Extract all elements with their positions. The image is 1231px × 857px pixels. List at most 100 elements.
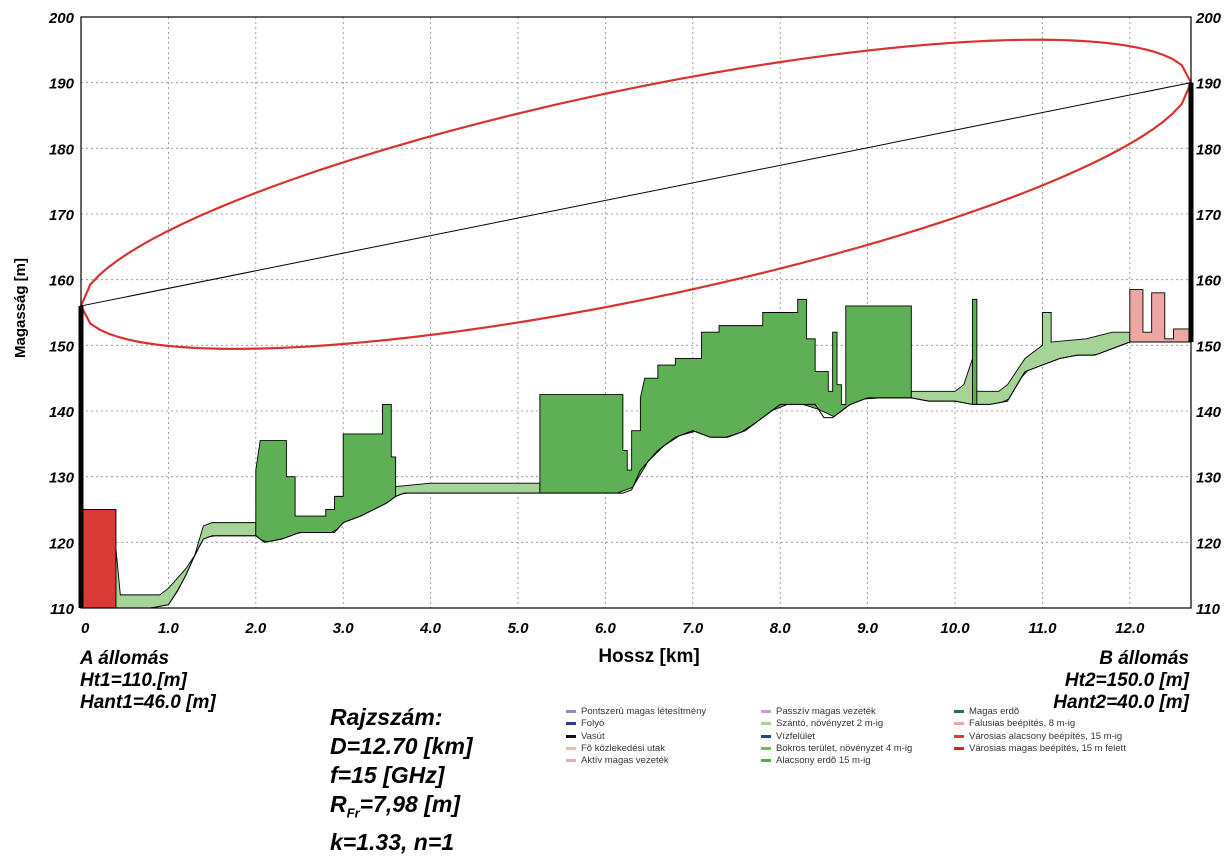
y-tick-label-right-1: 120 <box>1196 535 1222 552</box>
legend-swatch <box>954 722 964 726</box>
legend-label: Városias magas beépítés, 15 m felett <box>969 742 1126 754</box>
x-tick-label-7: 7.0 <box>682 620 704 637</box>
legend-item: Vízfelület <box>761 731 815 742</box>
legend-item: Pontszerû magas létesítmény <box>566 706 706 717</box>
legend-label: Bokros terület, növényzet 4 m-ig <box>776 742 913 754</box>
fresnel-symbol: R <box>330 791 347 817</box>
legend-item: Magas erdõ <box>954 706 1019 717</box>
line-of-sight <box>80 82 1192 307</box>
grid-lines <box>81 17 1191 608</box>
legend-item: Fõ közlekedési utak <box>566 743 665 754</box>
params-distance: D=12.70 [km] <box>330 733 473 759</box>
legend-swatch <box>761 746 771 750</box>
link-parameters: Rajzszám: D=12.70 [km] f=15 [GHz] RFr=7,… <box>330 703 473 857</box>
y-tick-label-right-6: 170 <box>1196 207 1222 224</box>
x-tick-label-5: 5.0 <box>508 620 530 637</box>
legend-item: Alacsony erdõ 15 m-ig <box>761 755 871 766</box>
clutter-forest-4 <box>539 298 912 494</box>
x-tick-label-8: 8.0 <box>770 620 792 637</box>
legend-label: Folyó <box>581 718 605 730</box>
y-tick-label-right-8: 190 <box>1196 76 1222 93</box>
antenna-mast-b <box>1188 82 1194 343</box>
clutter-field-7 <box>976 312 1131 405</box>
legend-swatch <box>761 722 771 726</box>
legend-label: Magas erdõ <box>969 706 1020 717</box>
station-a-height: Ht1=110.[m] <box>80 670 187 691</box>
station-a-name: A állomás <box>80 648 170 669</box>
y-tick-label-left-4: 150 <box>49 338 75 355</box>
y-tick-label-left-0: 110 <box>50 601 75 618</box>
clutter-urban-0 <box>80 342 117 609</box>
clutter-forest-2 <box>255 403 397 543</box>
legend-item: Vasút <box>566 731 605 742</box>
x-tick-label-0: 0 <box>81 620 90 637</box>
station-b-info: B állomás Ht2=150.0 [m] Hant2=40.0 [m] <box>1053 648 1189 714</box>
legend-swatch <box>566 710 576 713</box>
legend-item: Folyó <box>566 718 604 729</box>
fresnel-value: =7,98 [m] <box>359 791 460 817</box>
legend-label: Vízfelület <box>776 730 816 742</box>
y-axis-title: Magasság [m] <box>12 258 29 358</box>
clutter-field-5 <box>910 358 973 405</box>
station-a-antenna-height: Hant1=46.0 [m] <box>80 692 216 713</box>
legend-label: Pontszerû magas létesítmény <box>581 706 707 717</box>
station-b-height: Ht2=150.0 [m] <box>1064 670 1189 691</box>
y-tick-label-left-5: 160 <box>49 273 75 290</box>
legend-label: Vasút <box>581 730 605 742</box>
params-title: Rajzszám: <box>330 704 443 730</box>
legend-label: Alacsony erdõ 15 m-ig <box>776 755 871 767</box>
y-tick-label-right-7: 180 <box>1196 141 1222 158</box>
legend-label: Passzív magas vezeték <box>776 706 876 717</box>
legend-swatch <box>954 746 964 750</box>
x-tick-label-12: 12.0 <box>1115 620 1145 637</box>
y-tick-label-right-2: 130 <box>1196 470 1222 487</box>
x-tick-label-1: 1.0 <box>158 620 180 637</box>
station-a-info: A állomás Ht1=110.[m] Hant1=46.0 [m] <box>80 648 216 714</box>
legend-swatch <box>566 734 576 738</box>
x-tick-label-10: 10.0 <box>940 620 970 637</box>
y-tick-labels-left: 110 120 130 140 150 160 170 180 190 200 <box>48 10 75 618</box>
x-tick-labels: 0 1.0 2.0 3.0 4.0 5.0 6.0 7.0 8.0 9.0 10.0 11.0 12.0 <box>81 620 1145 637</box>
legend-swatch <box>761 710 771 713</box>
y-tick-label-right-4: 150 <box>1196 338 1222 355</box>
params-fresnel-radius: RFr=7,98 [m] <box>330 790 473 828</box>
station-b-antenna-height: Hant2=40.0 [m] <box>1053 692 1189 713</box>
legend-swatch <box>761 759 771 763</box>
x-tick-label-9: 9.0 <box>857 620 879 637</box>
plot-frame <box>80 16 1192 609</box>
terrain-profile <box>81 341 1192 609</box>
legend-item: Városias alacsony beépítés, 15 m-ig <box>954 731 1122 742</box>
y-tick-label-left-8: 190 <box>49 76 75 93</box>
station-b-name: B állomás <box>1099 648 1189 669</box>
legend-item: Aktív magas vezeték <box>566 755 669 766</box>
y-tick-label-left-1: 120 <box>49 535 75 552</box>
legend-item: Passzív magas vezeték <box>761 706 876 717</box>
y-tick-label-left-6: 170 <box>49 207 75 224</box>
params-frequency: f=15 [GHz] <box>330 762 445 788</box>
clutter-village-8 <box>1129 289 1192 343</box>
x-tick-label-6: 6.0 <box>595 620 617 637</box>
y-tick-label-right-0: 110 <box>1196 601 1221 618</box>
y-tick-label-right-9: 200 <box>1195 10 1222 27</box>
legend-swatch <box>761 734 771 738</box>
clutter-layers <box>80 289 1192 609</box>
legend-swatch <box>954 710 964 713</box>
legend-swatch <box>566 746 576 750</box>
clutter-field-3 <box>395 482 541 498</box>
antenna-mast-a <box>78 305 84 608</box>
legend-item: Városias magas beépítés, 15 m felett <box>954 743 1126 754</box>
legend-item: Bokros terület, növényzet 4 m-ig <box>761 743 912 754</box>
y-tick-label-left-9: 200 <box>48 10 75 27</box>
legend-label: Városias alacsony beépítés, 15 m-ig <box>969 730 1123 742</box>
x-tick-label-2: 2.0 <box>244 620 267 637</box>
x-tick-label-4: 4.0 <box>419 620 442 637</box>
x-tick-label-11: 11.0 <box>1028 620 1057 637</box>
fresnel-subscript: Fr <box>346 805 360 821</box>
legend-item: Szántó, növényzet 2 m-ig <box>761 718 883 729</box>
legend-item: Falusias beépítés, 8 m-ig <box>954 718 1075 729</box>
legend-swatch <box>954 734 964 738</box>
params-k-factor: k=1.33, n=1 <box>330 828 455 855</box>
x-axis-title: Hossz [km] <box>598 646 699 667</box>
y-tick-label-left-3: 140 <box>49 404 75 421</box>
